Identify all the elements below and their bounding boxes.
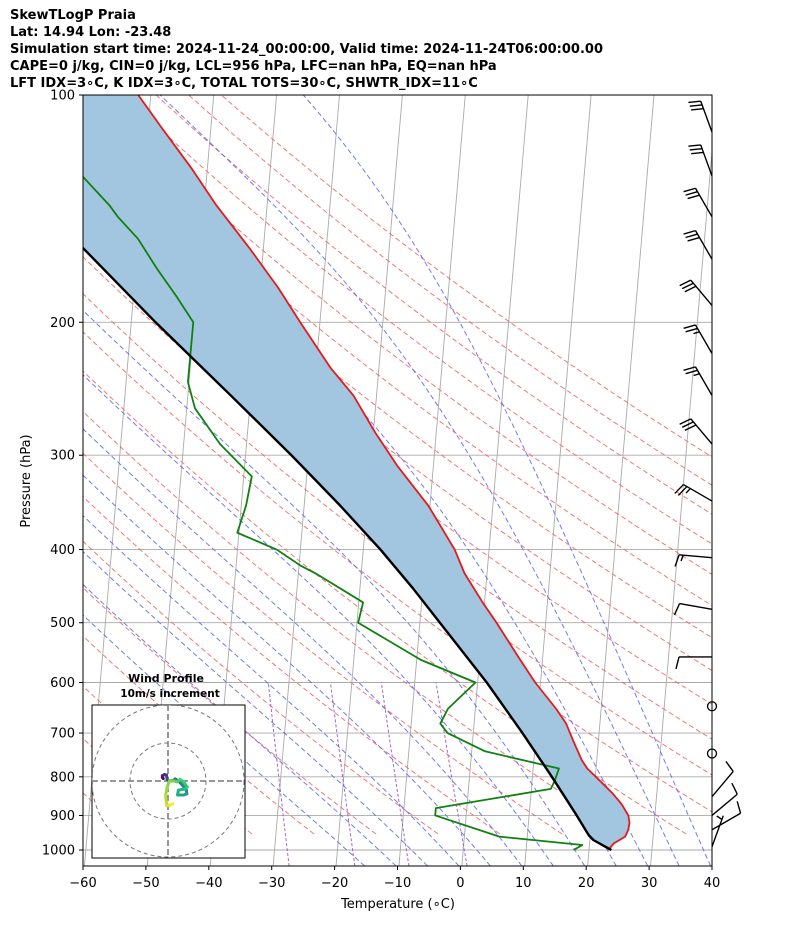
x-tick-label: 0 [456, 876, 464, 891]
y-tick-label: 100 [50, 89, 75, 104]
hodograph-title: Wind Profile [128, 672, 204, 685]
hodograph-subtitle: 10m/s increment [120, 688, 219, 700]
y-tick-label: 600 [50, 676, 75, 691]
y-axis-label: Pressure (hPa) [19, 434, 34, 527]
isotherm-line [398, 95, 466, 866]
wind-barb [711, 761, 734, 798]
x-tick-label: 40 [704, 876, 721, 891]
dry-adiabat [90, 95, 712, 575]
moist-adiabat [83, 583, 397, 866]
dry-adiabat [83, 540, 439, 835]
y-tick-label: 200 [50, 316, 75, 331]
x-tick-label: −40 [195, 876, 222, 891]
dry-adiabat [83, 452, 563, 835]
isotherm-line [650, 146, 712, 866]
y-tick-label: 1000 [42, 844, 75, 859]
wind-barb [711, 782, 738, 816]
x-tick-label: −10 [384, 876, 411, 891]
moist-adiabat [302, 95, 712, 866]
wind-barb [683, 366, 713, 396]
dry-adiabat [83, 410, 625, 835]
wind-barb [674, 483, 713, 502]
y-tick-label: 300 [50, 449, 75, 464]
mixing-ratio-line [380, 682, 410, 866]
title-latlon: Lat: 14.94 Lon: -23.48 [10, 25, 172, 40]
wind-barb [683, 324, 713, 354]
wind-barb [675, 656, 712, 670]
wind-barb [683, 187, 713, 218]
y-tick-label: 500 [50, 616, 75, 631]
dry-adiabat [83, 118, 712, 607]
x-tick-label: 10 [515, 876, 532, 891]
hodograph-inset: Wind Profile 10m/s increment [91, 672, 246, 859]
hodograph-segment [164, 793, 169, 808]
y-tick-label: 700 [50, 727, 75, 742]
y-tick-label: 800 [50, 770, 75, 785]
moist-adiabat [83, 428, 523, 866]
dry-adiabat [83, 293, 712, 776]
x-tick-label: −50 [132, 876, 159, 891]
y-tick-label: 400 [50, 543, 75, 558]
dry-adiabat [155, 95, 712, 515]
wind-barb [711, 801, 742, 831]
profile-layer [83, 95, 631, 852]
y-tick-label: 900 [50, 809, 75, 824]
moist-adiabat [159, 95, 680, 866]
dry-adiabat [123, 95, 712, 545]
isotherm-line [587, 95, 655, 866]
wind-barb [706, 701, 718, 712]
mixing-ratio-line [329, 682, 356, 866]
temperature-profile-line [137, 95, 631, 851]
cape-cin-shading [83, 95, 630, 850]
isotherm-line [713, 95, 779, 866]
moist-adiabat [83, 374, 554, 866]
title-station: SkewTLogP Praia [10, 8, 136, 23]
isotherm-line [272, 95, 340, 866]
wind-barb [673, 602, 713, 616]
isotherm-line [461, 95, 529, 866]
title-cape: CAPE=0 j/kg, CIN=0 j/kg, LCL=956 hPa, LF… [10, 59, 497, 74]
wind-barb [674, 554, 713, 567]
dry-adiabat [188, 95, 712, 486]
parcel-profile-line [83, 246, 612, 852]
x-tick-label: 30 [641, 876, 658, 891]
x-tick-label: 20 [578, 876, 595, 891]
wind-barb [679, 279, 713, 306]
title-times: Simulation start time: 2024-11-24_00:00:… [10, 42, 603, 57]
hodograph-segment [168, 802, 175, 807]
moist-adiabat [83, 514, 460, 866]
chart-header: SkewTLogP Praia Lat: 14.94 Lon: -23.48 S… [10, 7, 790, 92]
moist-adiabat [83, 550, 428, 866]
dewpoint-profile-line [83, 175, 584, 851]
moist-adiabat [83, 309, 586, 866]
wind-barb [688, 100, 713, 133]
wind-barb [683, 229, 713, 260]
wind-barbs [673, 100, 742, 847]
moist-adiabat [83, 614, 365, 866]
x-tick-label: −60 [69, 876, 96, 891]
cape-shading-layer [83, 95, 630, 850]
title-indices: LFT IDX=3∘C, K IDX=3∘C, TOTAL TOTS=30∘C,… [10, 76, 478, 91]
x-tick-label: −30 [258, 876, 285, 891]
hodograph-ring [92, 705, 245, 858]
mixing-ratio-line [435, 682, 468, 866]
mixing-ratio-line [267, 682, 290, 866]
wind-barb [711, 815, 724, 847]
x-axis-label: Temperature (∘C) [340, 897, 455, 912]
x-tick-label: −20 [321, 876, 348, 891]
wind-barb [679, 418, 713, 445]
wind-barb [706, 748, 718, 759]
wind-barb [688, 144, 713, 177]
dry-adiabat [83, 495, 501, 835]
